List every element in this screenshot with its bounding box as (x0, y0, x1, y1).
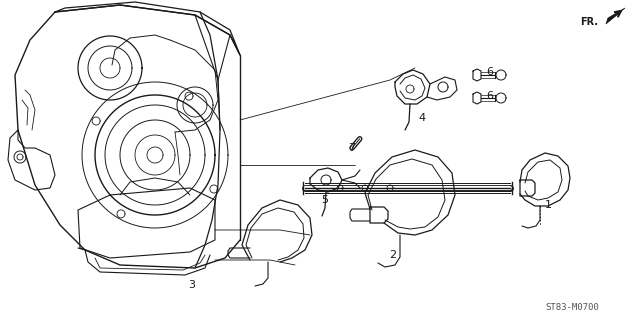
Text: 5: 5 (322, 195, 329, 205)
Text: 4: 4 (419, 113, 426, 123)
Text: FR.: FR. (580, 17, 598, 27)
Text: 2: 2 (389, 250, 397, 260)
Text: 3: 3 (189, 280, 196, 290)
Text: 1: 1 (545, 200, 552, 210)
Text: 6: 6 (487, 67, 494, 77)
Text: 6: 6 (487, 91, 494, 101)
Polygon shape (606, 8, 625, 24)
Text: ST83-M0700: ST83-M0700 (545, 303, 599, 313)
Text: 7: 7 (348, 143, 355, 153)
